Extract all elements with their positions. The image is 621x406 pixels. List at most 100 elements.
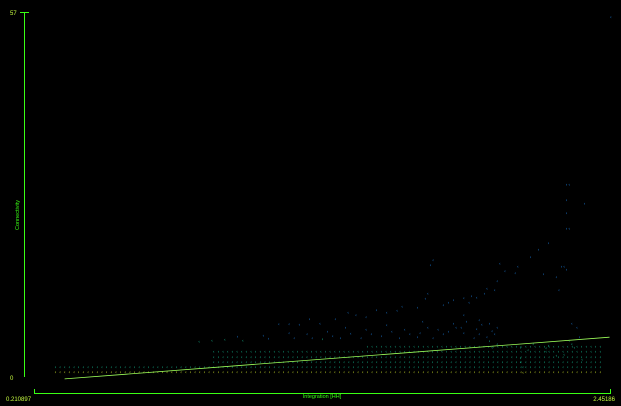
data-point: ‹ <box>250 364 252 369</box>
data-point: ‹ <box>269 364 271 369</box>
data-point: ‹ <box>264 359 266 364</box>
data-point: ‹ <box>292 364 294 369</box>
data-point: ‹ <box>423 364 425 369</box>
data-point: ‹ <box>171 364 173 369</box>
data-point: ‹ <box>464 349 466 354</box>
data-point: ‹ <box>520 344 522 349</box>
data-point: ‹ <box>460 344 462 349</box>
data-point: ‹ <box>260 364 262 369</box>
data-point: ‹ <box>283 349 285 354</box>
data-point: ‹ <box>250 369 252 374</box>
data-point: ‹ <box>353 349 355 354</box>
data-point: ‹ <box>464 344 466 349</box>
data-point: ‹ <box>292 369 294 374</box>
data-point: ‹ <box>381 333 383 338</box>
data-point: ‹ <box>343 354 345 359</box>
data-point: ‹ <box>567 369 569 374</box>
data-point: ‹ <box>59 364 61 369</box>
data-point: ‹ <box>432 354 434 359</box>
data-point: ‹ <box>568 182 570 187</box>
data-point: ‹ <box>204 369 206 374</box>
data-point: ‹ <box>572 359 574 364</box>
data-point: ‹ <box>409 349 411 354</box>
data-point: ‹ <box>423 354 425 359</box>
data-point: ‹ <box>590 359 592 364</box>
data-point: ‹ <box>320 354 322 359</box>
data-point: ‹ <box>301 349 303 354</box>
data-point: ‹ <box>339 364 341 369</box>
data-point: ‹ <box>242 338 244 343</box>
data-point: ‹ <box>530 354 532 359</box>
data-point: ‹ <box>496 279 498 284</box>
data-point: ‹ <box>227 354 229 359</box>
data-point: ‹ <box>432 258 434 263</box>
data-point: ‹ <box>241 359 243 364</box>
data-point: ‹ <box>353 364 355 369</box>
data-point: ‹ <box>111 369 113 374</box>
data-point: ‹ <box>497 354 499 359</box>
data-point: ‹ <box>446 349 448 354</box>
data-point: ‹ <box>264 354 266 359</box>
data-point: ‹ <box>115 364 117 369</box>
data-point: ‹ <box>488 369 490 374</box>
data-point: ‹ <box>502 354 504 359</box>
data-point: ‹ <box>566 182 568 187</box>
data-point: ‹ <box>306 349 308 354</box>
data-point: ‹ <box>343 369 345 374</box>
data-point: ‹ <box>497 359 499 364</box>
data-point: ‹ <box>522 364 524 369</box>
data-point: ‹ <box>347 310 349 315</box>
data-point: ‹ <box>73 364 75 369</box>
data-point: ‹ <box>413 344 415 349</box>
data-point: ‹ <box>343 364 345 369</box>
data-point: ‹ <box>222 369 224 374</box>
data-point: ‹ <box>255 369 257 374</box>
data-point: ‹ <box>315 354 317 359</box>
data-point: ‹ <box>255 359 257 364</box>
data-point: ‹ <box>325 354 327 359</box>
data-point: ‹ <box>297 359 299 364</box>
data-point: ‹ <box>367 364 369 369</box>
data-point: ‹ <box>334 354 336 359</box>
data-point: ‹ <box>376 369 378 374</box>
data-point: ‹ <box>246 349 248 354</box>
data-point: ‹ <box>385 354 387 359</box>
data-point: ‹ <box>492 364 494 369</box>
data-point: ‹ <box>371 359 373 364</box>
data-point: ‹ <box>385 349 387 354</box>
data-point: ‹ <box>558 349 560 354</box>
data-point: ‹ <box>544 359 546 364</box>
data-point: ‹ <box>297 364 299 369</box>
data-point: ‹ <box>590 354 592 359</box>
data-point: ‹ <box>268 336 270 341</box>
data-point: ‹ <box>437 364 439 369</box>
data-point: ‹ <box>517 264 519 269</box>
data-point: ‹ <box>329 369 331 374</box>
data-point: ‹ <box>471 294 473 299</box>
data-point: ‹ <box>460 354 462 359</box>
data-point: ‹ <box>423 344 425 349</box>
data-point: ‹ <box>255 364 257 369</box>
data-point: ‹ <box>562 344 564 349</box>
data-point: ‹ <box>143 369 145 374</box>
data-point: ‹ <box>278 321 280 326</box>
data-point: ‹ <box>567 359 569 364</box>
data-point: ‹ <box>348 369 350 374</box>
data-point: ‹ <box>562 359 564 364</box>
data-point: ‹ <box>208 364 210 369</box>
data-point: ‹ <box>520 359 522 364</box>
data-point: ‹ <box>208 369 210 374</box>
data-point: ‹ <box>595 344 597 349</box>
data-point: ‹ <box>143 364 145 369</box>
data-point: ‹ <box>566 210 568 215</box>
data-point: ‹ <box>404 359 406 364</box>
data-point: ‹ <box>404 369 406 374</box>
data-point: ‹ <box>446 359 448 364</box>
data-point: ‹ <box>455 354 457 359</box>
data-point: ‹ <box>562 364 564 369</box>
data-point: ‹ <box>506 344 508 349</box>
data-point: ‹ <box>306 359 308 364</box>
data-point: ‹ <box>274 369 276 374</box>
data-point: ‹ <box>227 364 229 369</box>
